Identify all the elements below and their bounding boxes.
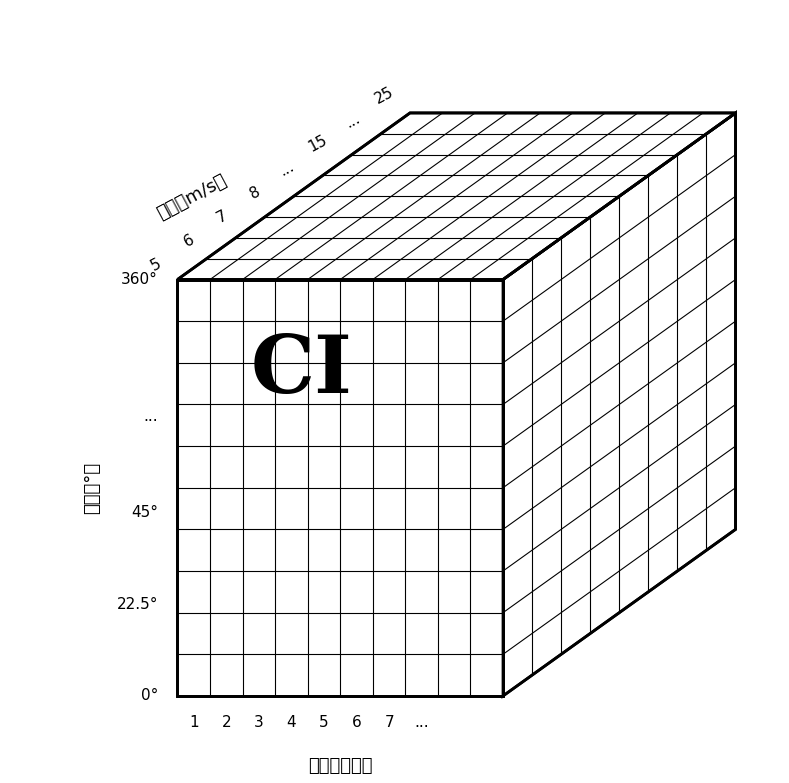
Text: 5: 5 xyxy=(148,256,163,273)
Text: 22.5°: 22.5° xyxy=(117,597,158,612)
Text: 5: 5 xyxy=(320,715,329,730)
Text: 360°: 360° xyxy=(122,272,158,287)
Polygon shape xyxy=(503,113,735,696)
Text: ...: ... xyxy=(343,110,363,131)
Text: 6: 6 xyxy=(181,232,196,250)
Text: 15: 15 xyxy=(305,132,330,154)
Text: 风速（m/s）: 风速（m/s） xyxy=(155,171,230,223)
Text: 7: 7 xyxy=(384,715,394,730)
Text: 45°: 45° xyxy=(131,505,158,520)
Text: 4: 4 xyxy=(286,715,296,730)
Text: 1: 1 xyxy=(189,715,199,730)
Text: 25: 25 xyxy=(372,85,396,107)
Text: 3: 3 xyxy=(254,715,264,730)
Text: ...: ... xyxy=(414,715,429,730)
Text: 8: 8 xyxy=(248,184,264,202)
Text: 2: 2 xyxy=(222,715,231,730)
Polygon shape xyxy=(178,113,735,280)
Polygon shape xyxy=(178,280,503,696)
Text: ...: ... xyxy=(144,410,158,424)
Text: ...: ... xyxy=(276,158,297,179)
Text: 风向（°）: 风向（°） xyxy=(83,462,101,514)
Text: 风电机组台数: 风电机组台数 xyxy=(308,756,372,774)
Text: CI: CI xyxy=(250,332,352,410)
Text: 6: 6 xyxy=(352,715,361,730)
Text: 0°: 0° xyxy=(140,688,158,703)
Text: 7: 7 xyxy=(215,208,230,226)
